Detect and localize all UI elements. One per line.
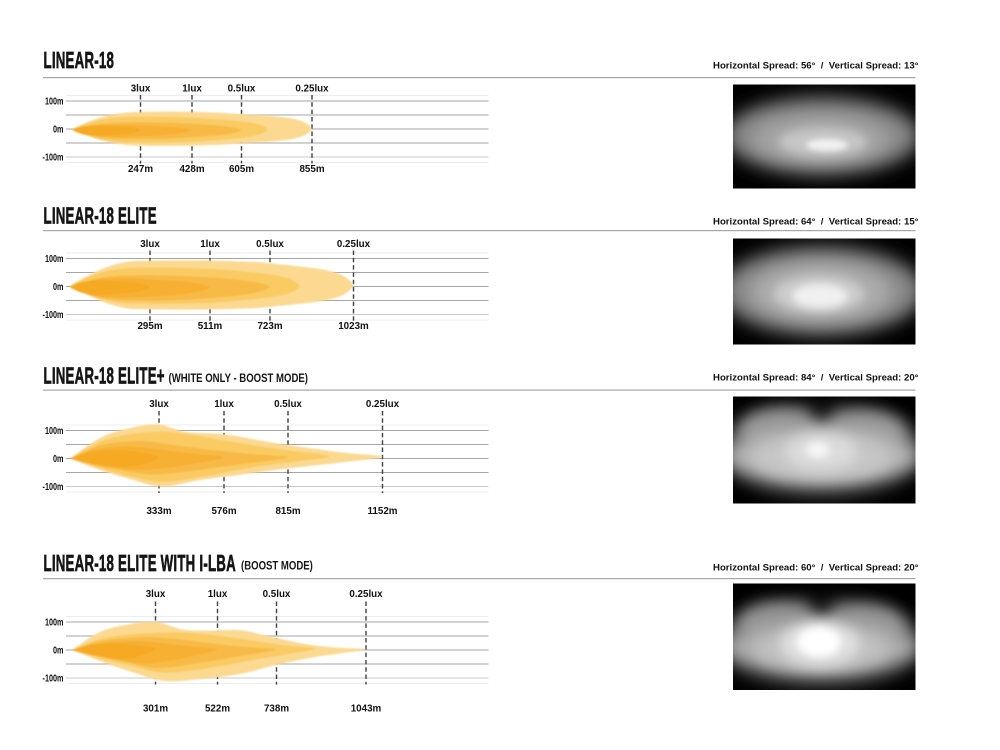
svg-text:Horizontal Spread: 84° / Ver: Horizontal Spread: 84° / Vertical Spread… (713, 372, 919, 383)
svg-text:3lux: 3lux (131, 84, 151, 95)
svg-text:100m: 100m (45, 425, 64, 436)
svg-text:605m: 605m (229, 164, 254, 175)
svg-text:LINEAR-18: LINEAR-18 (44, 48, 115, 74)
svg-text:LINEAR-18 ELITE WITH I-LBA: LINEAR-18 ELITE WITH I-LBA (44, 551, 236, 577)
svg-text:3lux: 3lux (146, 589, 166, 600)
svg-text:1lux: 1lux (200, 239, 220, 250)
svg-text:1043m: 1043m (351, 704, 382, 715)
svg-text:0.5lux: 0.5lux (263, 589, 291, 600)
svg-text:Horizontal Spread: 64° / Ver: Horizontal Spread: 64° / Vertical Spread… (713, 216, 919, 227)
svg-text:0m: 0m (53, 123, 64, 134)
svg-text:0m: 0m (53, 281, 64, 292)
svg-text:0.25lux: 0.25lux (366, 399, 400, 410)
svg-text:0.25lux: 0.25lux (349, 589, 383, 600)
svg-text:0m: 0m (53, 453, 64, 464)
svg-text:3lux: 3lux (149, 399, 169, 410)
svg-text:0.25lux: 0.25lux (295, 84, 329, 95)
svg-text:0.5lux: 0.5lux (256, 239, 284, 250)
svg-text:855m: 855m (299, 164, 324, 175)
svg-text:3lux: 3lux (140, 239, 160, 250)
svg-text:-100m: -100m (43, 309, 64, 320)
svg-text:295m: 295m (137, 321, 162, 332)
svg-text:0m: 0m (53, 644, 64, 655)
svg-text:1023m: 1023m (338, 321, 369, 332)
svg-text:576m: 576m (211, 506, 236, 517)
svg-text:301m: 301m (143, 704, 168, 715)
svg-text:Horizontal Spread: 56° / Ver: Horizontal Spread: 56° / Vertical Spread… (713, 60, 919, 71)
svg-text:511m: 511m (198, 321, 223, 332)
svg-text:1152m: 1152m (368, 506, 398, 517)
svg-text:-100m: -100m (43, 481, 64, 492)
svg-text:815m: 815m (275, 506, 300, 517)
svg-text:1lux: 1lux (208, 589, 228, 600)
svg-text:1lux: 1lux (214, 399, 234, 410)
svg-text:Horizontal Spread: 60° / Ver: Horizontal Spread: 60° / Vertical Spread… (713, 562, 919, 573)
svg-text:(WHITE ONLY - BOOST MODE): (WHITE ONLY - BOOST MODE) (169, 372, 309, 385)
svg-text:1lux: 1lux (182, 84, 202, 95)
svg-text:0.5lux: 0.5lux (274, 399, 302, 410)
svg-text:-100m: -100m (43, 672, 64, 683)
svg-text:522m: 522m (205, 704, 230, 715)
svg-text:428m: 428m (179, 164, 204, 175)
svg-text:333m: 333m (146, 506, 171, 517)
svg-text:LINEAR-18 ELITE+: LINEAR-18 ELITE+ (44, 364, 165, 390)
svg-text:LINEAR-18 ELITE: LINEAR-18 ELITE (44, 204, 157, 230)
svg-text:0.25lux: 0.25lux (337, 239, 371, 250)
svg-text:-100m: -100m (43, 151, 64, 162)
svg-text:(BOOST MODE): (BOOST MODE) (241, 559, 313, 572)
svg-text:247m: 247m (128, 164, 153, 175)
svg-text:100m: 100m (45, 95, 64, 106)
svg-text:723m: 723m (257, 321, 282, 332)
svg-text:0.5lux: 0.5lux (228, 84, 256, 95)
svg-text:100m: 100m (45, 253, 64, 264)
svg-text:738m: 738m (264, 704, 289, 715)
svg-text:100m: 100m (45, 616, 64, 627)
